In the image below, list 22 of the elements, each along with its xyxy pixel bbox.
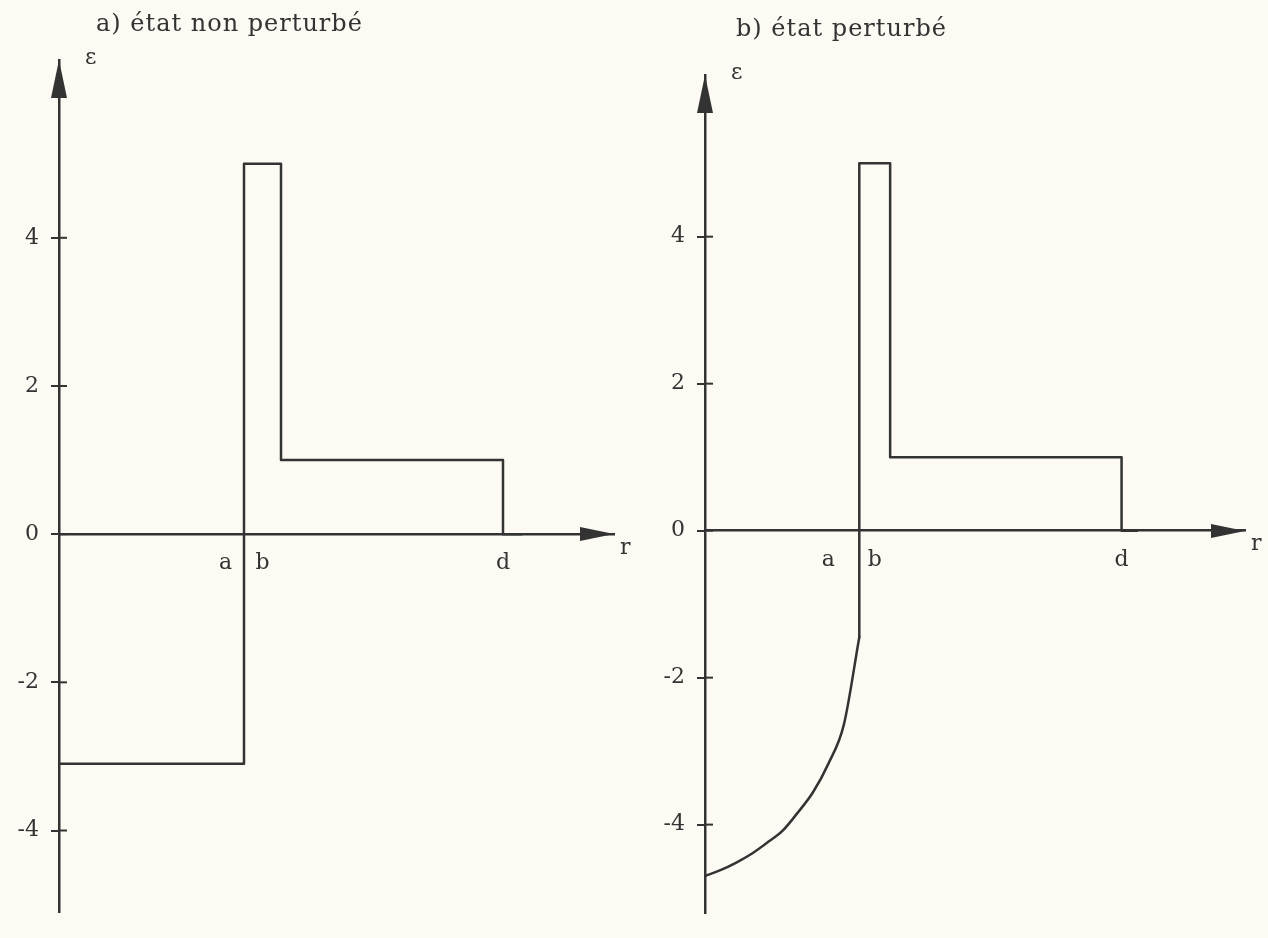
y-tick-label: 0 xyxy=(671,516,685,542)
x-tick-label: d xyxy=(495,549,511,575)
x-tick-label: b xyxy=(867,545,882,571)
chart-title: b) état perturbé xyxy=(736,14,947,42)
x-axis-title: r xyxy=(620,533,631,559)
x-tick-label: d xyxy=(1114,545,1129,571)
y-tick-label: 4 xyxy=(25,223,39,249)
y-tick-label: 0 xyxy=(25,519,39,545)
x-tick-label: a xyxy=(821,545,835,571)
y-tick-label: -2 xyxy=(663,663,685,689)
y-axis-title: ε xyxy=(85,43,97,69)
y-tick-label: -2 xyxy=(17,668,39,694)
y-tick-label: 4 xyxy=(671,222,685,248)
y-tick-label: -4 xyxy=(17,816,39,842)
y-tick-label: -4 xyxy=(663,810,685,836)
x-axis-title: r xyxy=(1251,530,1262,556)
x-tick-label: b xyxy=(255,549,270,575)
y-tick-label: 2 xyxy=(671,369,685,395)
chart-title: a) état non perturbé xyxy=(96,9,363,37)
y-axis-title: ε xyxy=(731,58,743,84)
x-tick-label: a xyxy=(218,549,233,575)
y-tick-label: 2 xyxy=(25,371,39,397)
